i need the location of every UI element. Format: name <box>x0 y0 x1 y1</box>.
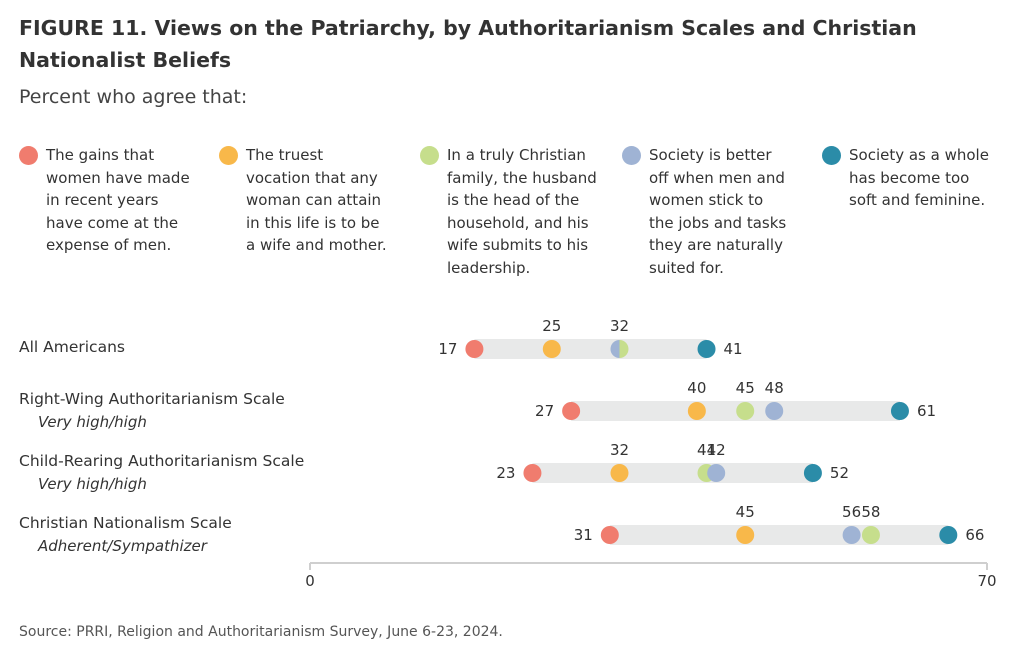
x-tick-label: 0 <box>305 572 315 590</box>
row-sublabel: Very high/high <box>38 475 147 493</box>
legend-label-line: women stick to <box>649 191 764 209</box>
data-point <box>619 340 629 358</box>
data-label: 32 <box>610 441 629 459</box>
legend-label: The gains that women have made in recent y… <box>46 144 190 257</box>
data-point <box>736 402 755 420</box>
legend-label-line: the jobs and tasks <box>649 213 787 232</box>
legend-label-line: in recent years <box>46 191 159 209</box>
data-label: 56 <box>842 503 861 521</box>
row-label: Christian Nationalism Scale <box>19 514 232 532</box>
data-label: 41 <box>724 340 743 358</box>
data-label: 27 <box>535 402 554 420</box>
data-point <box>562 402 581 420</box>
legend: The gains that women have made in recent y… <box>0 144 1024 284</box>
row-label: All Americans <box>19 338 125 356</box>
data-label: 23 <box>496 464 515 482</box>
data-label: 41 <box>697 441 716 459</box>
data-point <box>697 340 716 358</box>
legend-item: In a truly Christian family, the husband i… <box>420 144 597 279</box>
legend-label-line: household, and his <box>447 213 589 232</box>
legend-label-line: have come at the <box>46 213 179 232</box>
legend-label-line: they are naturally <box>649 236 783 254</box>
legend-label-line: expense of men. <box>46 236 172 254</box>
legend-item: The gains that women have made in recent y… <box>19 144 190 257</box>
legend-swatch <box>19 146 38 165</box>
data-label: 31 <box>574 526 593 544</box>
legend-label-line: women have made <box>46 168 190 187</box>
row-sublabel: Very high/high <box>38 413 147 431</box>
legend-label-line: off when men and <box>649 168 785 187</box>
legend-label: The truest vocation that any woman can att… <box>246 144 387 257</box>
data-point <box>890 402 909 420</box>
data-point <box>939 526 958 544</box>
legend-item: Society is better off when men and women s… <box>622 144 786 279</box>
legend-label-line: wife submits to his <box>447 236 589 254</box>
range-bar <box>609 525 949 545</box>
data-point <box>687 402 706 420</box>
data-label: 66 <box>965 526 984 544</box>
x-tick-label: 70 <box>977 572 996 590</box>
legend-label-line: The gains that <box>46 146 155 164</box>
data-label: 17 <box>438 340 457 358</box>
legend-label-line: The truest <box>246 146 324 164</box>
legend-swatch <box>219 146 238 165</box>
legend-label-line: has become too <box>849 168 970 187</box>
row-label: Child-Rearing Authoritarianism Scale <box>19 452 305 470</box>
data-point <box>542 340 561 358</box>
range-bar <box>571 401 900 421</box>
legend-label: In a truly Christian family, the husband i… <box>447 144 597 279</box>
data-point <box>861 526 880 544</box>
legend-label: Society as a whole has become too soft and… <box>849 144 989 212</box>
legend-label-line: Society is better <box>649 146 772 164</box>
legend-item: The truest vocation that any woman can att… <box>219 144 387 257</box>
data-point <box>465 340 484 358</box>
data-label: 52 <box>830 464 849 482</box>
legend-label-line: family, the husband <box>447 168 597 187</box>
data-point <box>765 402 784 420</box>
legend-swatch <box>622 146 641 165</box>
legend-label-line: a wife and mother. <box>246 236 387 254</box>
data-point <box>707 464 726 482</box>
data-label: 40 <box>687 379 706 397</box>
data-label: 48 <box>765 379 784 397</box>
row-label: Right-Wing Authoritarianism Scale <box>19 390 285 408</box>
data-point <box>523 464 542 482</box>
data-point <box>736 526 755 544</box>
data-point <box>803 464 822 482</box>
data-label: 58 <box>861 503 880 521</box>
legend-label-line: In a truly Christian <box>447 146 586 164</box>
data-point <box>600 526 619 544</box>
legend-swatch <box>420 146 439 165</box>
data-label: 61 <box>917 402 936 420</box>
legend-label-line: is the head of the <box>447 191 580 209</box>
source-note: Source: PRRI, Religion and Authoritarian… <box>19 624 503 640</box>
range-bar <box>474 339 707 359</box>
chart-subtitle: Percent who agree that: <box>19 86 248 108</box>
legend-label-line: leadership. <box>447 258 531 277</box>
legend-label: Society is better off when men and women s… <box>649 144 786 279</box>
legend-label-line: soft and feminine. <box>849 191 986 209</box>
data-label: 45 <box>736 379 755 397</box>
range-bar <box>532 463 813 483</box>
legend-label-line: woman can attain <box>246 191 382 209</box>
data-label: 25 <box>542 317 561 335</box>
data-point <box>610 464 629 482</box>
legend-swatch <box>822 146 841 165</box>
legend-label-line: vocation that any <box>246 168 378 187</box>
data-point <box>842 526 861 544</box>
data-label: 45 <box>736 503 755 521</box>
chart-title: FIGURE 11. Views on the Patriarchy, by A… <box>19 16 917 72</box>
data-label: 42 <box>707 441 726 459</box>
row-sublabel: Adherent/Sympathizer <box>38 537 207 555</box>
legend-label-line: Society as a whole <box>849 146 989 164</box>
legend-label-line: suited for. <box>649 258 724 277</box>
legend-item: Society as a whole has become too soft and… <box>822 144 989 212</box>
legend-label-line: in this life is to be <box>246 213 380 232</box>
data-label: 32 <box>610 317 629 335</box>
data-point <box>610 340 620 358</box>
